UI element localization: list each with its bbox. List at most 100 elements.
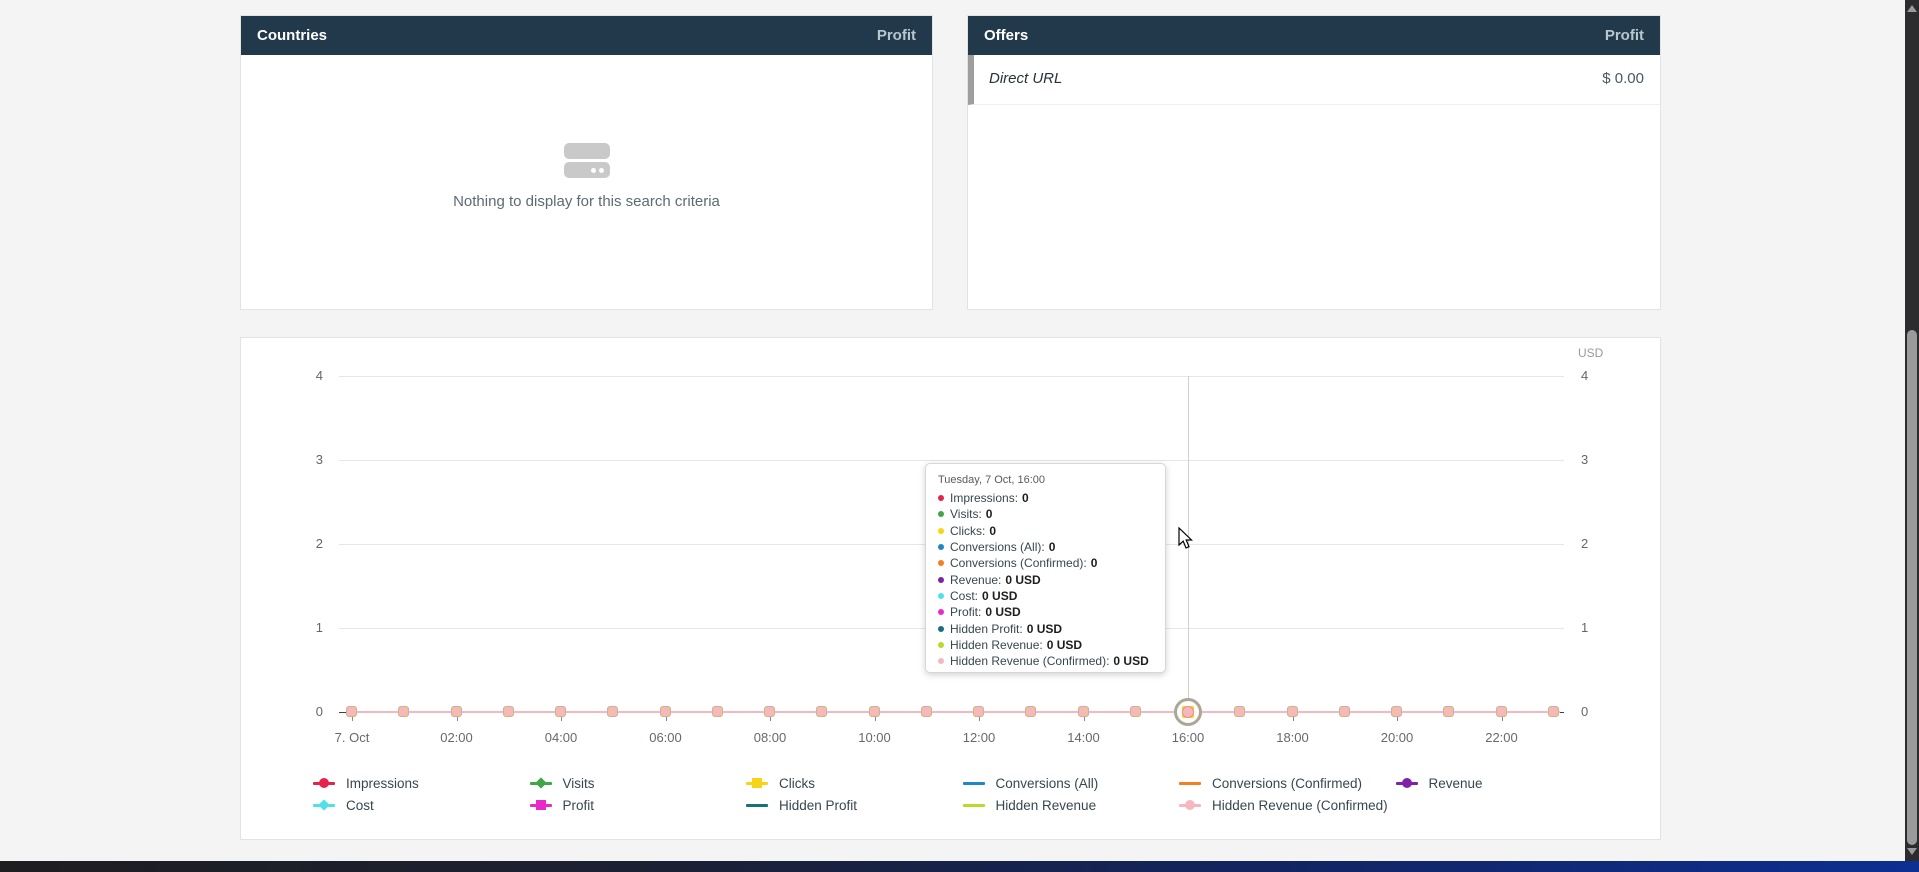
x-axis-tick [1501,714,1503,721]
x-axis-tick [874,714,876,721]
chart-data-point[interactable] [1547,706,1560,718]
tooltip-row: Conversions (Confirmed): 0 [938,555,1153,571]
tooltip-series-bullet-icon [938,560,944,567]
marker-circle [921,707,931,716]
offer-profit-value: $ 0.00 [1602,70,1644,87]
scrollbar-thumb[interactable] [1907,330,1917,845]
y-axis-label-left: 0 [315,704,323,719]
chart-data-point[interactable] [1495,706,1508,718]
tooltip-row: Profit: 0 USD [938,604,1153,620]
chart-data-point[interactable] [450,706,463,718]
series-line [346,711,1560,713]
scrollbar[interactable] [1905,0,1919,861]
chart-data-point[interactable] [1286,706,1299,718]
marker-circle [869,707,879,716]
marker-circle [712,707,722,716]
tooltip-series-label: Hidden Revenue: [950,637,1043,652]
x-axis-label: 02:00 [440,730,473,745]
legend-label: Profit [562,798,595,813]
chart-data-point[interactable] [346,706,358,718]
legend-label: Conversions (All) [995,776,1099,791]
marker-circle [1026,707,1036,716]
tooltip-title: Tuesday, 7 Oct, 16:00 [938,474,1046,486]
tooltip-series-bullet-icon [938,576,944,583]
marker-circle [399,707,409,716]
legend-circle-icon [1185,800,1195,810]
marker-circle [974,707,983,716]
legend-circle-icon [319,778,329,788]
offers-panel-header: Offers Profit [968,16,1660,55]
legend-diamond-icon [534,777,547,789]
chart-data-point[interactable] [398,706,410,718]
x-axis-tick [1292,714,1294,721]
chart: USD 0 0 1 1 2 2 3 3 4 4 7. Oct 02:00 04:00 06:00 08:00 1… [241,338,1660,839]
marker-circle [347,707,356,716]
chart-data-point[interactable] [502,706,515,718]
legend-marker-line [746,804,768,807]
legend-label: Cost [346,798,374,813]
legend-label: Conversions (Confirmed) [1212,776,1363,791]
offer-name[interactable]: Direct URL [989,70,1063,87]
marker-circle [451,707,461,716]
chart-data-point[interactable] [1338,706,1351,718]
chart-gridline [339,376,1564,377]
x-axis-tick [1397,714,1398,721]
chart-data-point[interactable] [816,706,828,718]
tooltip-series-value: 0 USD [1026,621,1063,636]
countries-panel: Countries Profit Nothing to display for … [240,15,933,310]
marker-circle [1235,707,1245,716]
tooltip-series-value: 0 [1022,491,1029,506]
chart-tooltip: Tuesday, 7 Oct, 16:00 Impressions: 0 Visits… [925,463,1166,673]
chart-data-point[interactable] [607,706,619,718]
tooltip-series-value: 0 [1090,556,1098,571]
tooltip-series-label: Cost: [950,588,979,603]
tooltip-series-label: Hidden Profit: [950,621,1023,636]
y-axis-label-right: 4 [1581,368,1589,383]
legend-label: Revenue [1428,776,1483,791]
tooltip-series-bullet-icon [938,592,944,599]
marker-circle [1287,707,1297,716]
chart-data-point[interactable] [1443,706,1455,718]
chart-data-point[interactable] [1234,706,1246,718]
legend-label: Visits [562,776,595,791]
scrollbar-up-arrow-icon[interactable] [1907,5,1917,12]
x-axis-label: 20:00 [1380,730,1414,745]
chart-data-point[interactable] [973,706,985,718]
chart-data-point[interactable] [868,706,881,718]
chart-data-point[interactable] [1025,706,1037,718]
chart-data-point[interactable] [764,706,776,718]
marker-circle [1339,707,1349,716]
x-axis-tick [1083,714,1085,721]
tooltip-series-bullet-icon [938,625,944,632]
tooltip-series-value: 0 [989,523,997,538]
x-axis-tick [770,714,771,721]
y-axis-label-left: 3 [315,452,323,467]
tooltip-row: Clicks: 0 [938,523,1153,539]
offers-panel-title: Offers [984,27,1029,44]
empty-state-text: Nothing to display for this search crite… [453,193,720,210]
scrollbar-down-arrow-icon[interactable] [1907,848,1917,855]
tooltip-series-bullet-icon [938,495,944,502]
legend-label: Impressions [346,776,419,791]
chart-data-point[interactable] [1077,706,1090,718]
hovered-point-marker[interactable] [1182,706,1194,718]
y-axis-label-right: 1 [1581,620,1589,635]
x-axis-tick [561,714,562,721]
marker-circle [1392,707,1401,716]
chart-data-point[interactable] [920,706,933,718]
chart-data-point[interactable] [1129,706,1142,718]
x-axis-label: 14:00 [1067,730,1100,745]
offer-row-direct-url[interactable]: Direct URL $ 0.00 [968,55,1660,105]
chart-data-point[interactable] [555,706,567,718]
bottom-edge-bar [0,861,1919,872]
tooltip-series-bullet-icon [938,544,944,551]
chart-data-point[interactable] [659,706,672,718]
tooltip-series-label: Hidden Revenue (Confirmed): [950,654,1110,669]
tooltip-series-bullet-icon [938,609,944,616]
countries-panel-title: Countries [257,27,328,44]
chart-data-point[interactable] [1391,706,1403,718]
tooltip-series-label: Conversions (All): [950,540,1045,555]
marker-circle [817,707,827,716]
marker-circle [1130,707,1140,716]
chart-data-point[interactable] [711,706,724,718]
